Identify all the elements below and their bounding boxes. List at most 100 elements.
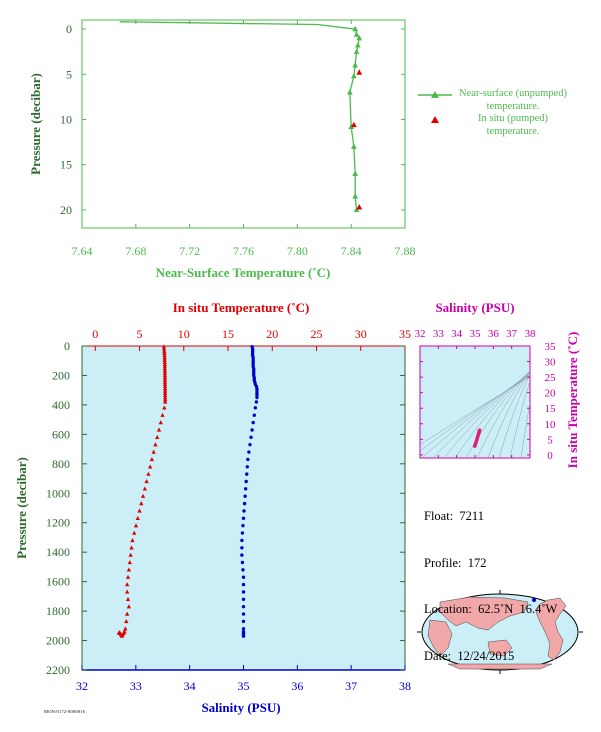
temperature-point bbox=[162, 357, 167, 362]
temperature-point bbox=[125, 596, 131, 601]
map-land-americas bbox=[535, 597, 567, 661]
top-x-axis-label: Near-Surface Temperature (˚C) bbox=[156, 265, 331, 280]
temperature-point bbox=[124, 582, 130, 587]
temperature-point bbox=[162, 350, 167, 356]
pressure-tick-label: 1200 bbox=[46, 516, 70, 530]
pressure-tick-label: 0 bbox=[64, 339, 70, 353]
temperature-point bbox=[123, 626, 128, 631]
unpumped-temperature-point bbox=[350, 143, 357, 149]
pressure-tick-label: 1800 bbox=[46, 604, 70, 618]
density-contour bbox=[498, 373, 530, 458]
ts-x-tick-label: 38 bbox=[525, 328, 537, 340]
temperature-point bbox=[126, 567, 132, 572]
ts-y-tick-label: 20 bbox=[545, 388, 557, 400]
salinity-tick-label: 36 bbox=[291, 679, 303, 693]
ts-y-axis-label: In situ Temperature (˚C) bbox=[565, 332, 580, 469]
temperature-point bbox=[162, 362, 167, 367]
legend-unpumped-line1: Near-surface (unpumped) bbox=[459, 88, 567, 99]
top-y-ticks: 0 5 10 15 20 bbox=[60, 22, 405, 217]
footer-code: MON/0172-0000016 bbox=[44, 709, 86, 714]
temperature-point bbox=[124, 611, 130, 616]
temperature-point bbox=[142, 486, 147, 491]
salinity-point bbox=[244, 479, 248, 484]
pressure-tick-label: 400 bbox=[52, 398, 70, 412]
salinity-point bbox=[240, 553, 244, 557]
temperature-point bbox=[133, 523, 139, 528]
top-y-axis-label: Pressure (decibar) bbox=[28, 73, 43, 175]
salinity-point bbox=[246, 457, 250, 462]
temperature-point bbox=[162, 370, 168, 375]
unpumped-temperature-point bbox=[353, 31, 360, 37]
pressure-tick-label: 1400 bbox=[46, 545, 70, 559]
salinity-point bbox=[241, 597, 246, 602]
top-x-tick-label: 7.84 bbox=[341, 244, 362, 258]
salinity-point bbox=[243, 487, 248, 491]
salinity-point bbox=[241, 575, 246, 579]
temperature-point bbox=[162, 368, 168, 373]
temperature-point bbox=[162, 364, 167, 369]
temperature-point bbox=[153, 442, 158, 447]
salinity-tick-label: 37 bbox=[345, 679, 357, 693]
temperature-point bbox=[139, 501, 144, 506]
salinity-point bbox=[253, 406, 258, 410]
salinity-point bbox=[250, 428, 254, 432]
temp-tick-label: 15 bbox=[222, 327, 234, 341]
top-y-tick-label: 5 bbox=[66, 67, 72, 81]
salinity-ticks: 32 33 34 35 36 37 38 bbox=[76, 665, 411, 693]
unpumped-temperature-point bbox=[346, 89, 353, 95]
legend-unpumped-line2: temperature. bbox=[486, 100, 540, 112]
temperature-point bbox=[129, 545, 134, 550]
pumped-temperature-point bbox=[350, 121, 357, 128]
unpumped-temperature-line bbox=[119, 21, 360, 210]
density-contour bbox=[432, 372, 530, 458]
pressure-tick-label: 800 bbox=[52, 457, 70, 471]
top-y-tick-label: 15 bbox=[60, 158, 72, 172]
temp-tick-label: 10 bbox=[178, 327, 190, 341]
salinity-point bbox=[241, 568, 245, 572]
temperature-point bbox=[163, 392, 168, 398]
top-x-tick-label: 7.72 bbox=[179, 244, 200, 258]
temperature-point bbox=[156, 427, 162, 432]
salinity-point bbox=[245, 472, 249, 476]
salinity-point bbox=[242, 509, 246, 513]
ts-chart: 32 33 34 35 36 37 38 0 5 10 15 20 25 30 35 Salinity (P… bbox=[415, 300, 581, 469]
main-chart-panel bbox=[81, 345, 406, 671]
temperature-point bbox=[162, 405, 167, 410]
pressure-ticks: 0 200 400 600 800 1000 1200 1400 1600 1800 2000 220… bbox=[46, 339, 405, 677]
temperature-point bbox=[161, 344, 167, 349]
top-x-tick-label: 7.68 bbox=[125, 244, 146, 258]
density-contour bbox=[509, 380, 530, 458]
temperature-point bbox=[160, 412, 165, 417]
unpumped-temperature-point bbox=[350, 72, 357, 79]
legend-pumped-line2: temperature. bbox=[486, 125, 540, 137]
temperature-point bbox=[124, 619, 129, 624]
salinity-point bbox=[252, 413, 256, 417]
temperature-point bbox=[162, 381, 168, 386]
salinity-point bbox=[240, 538, 244, 543]
map-land-antarctica bbox=[447, 663, 553, 670]
ts-x-tick-label: 37 bbox=[506, 328, 518, 340]
ts-x-tick-label: 34 bbox=[451, 328, 463, 340]
density-contour bbox=[420, 375, 530, 452]
temp-tick-label: 35 bbox=[399, 327, 411, 341]
density-contour bbox=[420, 376, 530, 446]
top-x-tick-label: 7.76 bbox=[233, 244, 254, 258]
temperature-point bbox=[162, 377, 168, 382]
density-contour bbox=[520, 400, 530, 458]
temperature-point bbox=[163, 395, 168, 400]
unpumped-temperature-point bbox=[352, 193, 359, 199]
temp-tick-label: 25 bbox=[311, 327, 323, 341]
temperature-point bbox=[125, 574, 131, 579]
salinity-point bbox=[248, 442, 252, 447]
legend-item-unpumped: Near-surface (unpumped) temperature. bbox=[418, 88, 573, 113]
salinity-point bbox=[242, 501, 247, 506]
salinity-point bbox=[240, 546, 244, 550]
salinity-point bbox=[241, 634, 246, 638]
temperature-point bbox=[149, 457, 155, 462]
top-x-tick-label: 7.80 bbox=[287, 244, 308, 258]
pressure-tick-label: 1600 bbox=[46, 575, 70, 589]
top-chart-legend: Near-surface (unpumped) temperature. In … bbox=[418, 88, 573, 138]
map-land-eurasia bbox=[439, 596, 529, 631]
main-y-axis-label: Pressure (decibar) bbox=[14, 457, 29, 559]
